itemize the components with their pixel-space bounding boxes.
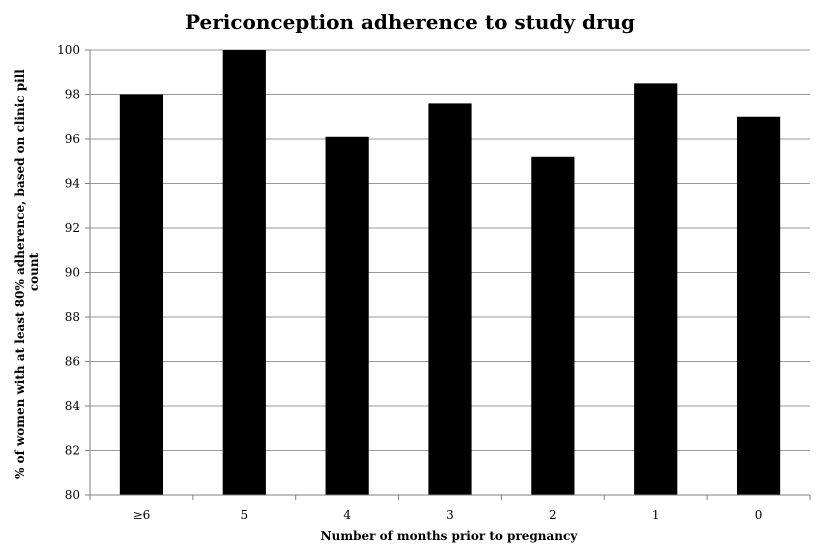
bar-1 bbox=[222, 50, 266, 495]
x-tick-label-1: 5 bbox=[240, 508, 248, 522]
bar-6 bbox=[736, 116, 781, 495]
x-axis-label: Number of months prior to pregnancy bbox=[321, 529, 579, 543]
y-tick-label-92: 92 bbox=[65, 221, 80, 235]
bar-5 bbox=[634, 83, 678, 495]
y-axis-label: % of women with at least 80% adherence, … bbox=[13, 65, 41, 479]
bar-3 bbox=[428, 103, 472, 496]
y-tick-label-86: 86 bbox=[65, 355, 80, 369]
y-tick-label-80: 80 bbox=[65, 488, 80, 502]
y-tick-label-90: 90 bbox=[65, 266, 80, 280]
y-axis-label-line-2: count bbox=[27, 252, 41, 291]
y-tick-label-98: 98 bbox=[65, 88, 80, 102]
bar-0 bbox=[119, 94, 164, 495]
y-tick-label-96: 96 bbox=[65, 132, 80, 146]
y-axis-label-line-1: % of women with at least 80% adherence, … bbox=[13, 69, 27, 479]
bar-2 bbox=[325, 136, 369, 495]
y-tick-label-84: 84 bbox=[65, 399, 81, 413]
y-tick-labels: 80 82 84 86 88 90 92 94 96 98 100 bbox=[57, 43, 80, 502]
y-tick-label-94: 94 bbox=[65, 177, 81, 191]
x-tick-label-6: 0 bbox=[755, 508, 763, 522]
x-tick-label-0: ≥6 bbox=[133, 508, 151, 522]
bar-4 bbox=[531, 156, 575, 496]
x-tick-label-3: 3 bbox=[446, 508, 454, 522]
y-tick-label-88: 88 bbox=[65, 310, 80, 324]
x-tick-label-5: 1 bbox=[652, 508, 660, 522]
x-tick-label-2: 4 bbox=[343, 508, 351, 522]
axes bbox=[85, 49, 811, 500]
y-tick-label-82: 82 bbox=[65, 444, 80, 458]
bars bbox=[119, 50, 781, 496]
chart-title: Periconception adherence to study drug bbox=[185, 10, 635, 34]
y-tick-label-100: 100 bbox=[57, 43, 80, 57]
x-tick-labels: ≥6 5 4 3 2 1 0 bbox=[133, 508, 763, 522]
x-tick-label-4: 2 bbox=[549, 508, 557, 522]
